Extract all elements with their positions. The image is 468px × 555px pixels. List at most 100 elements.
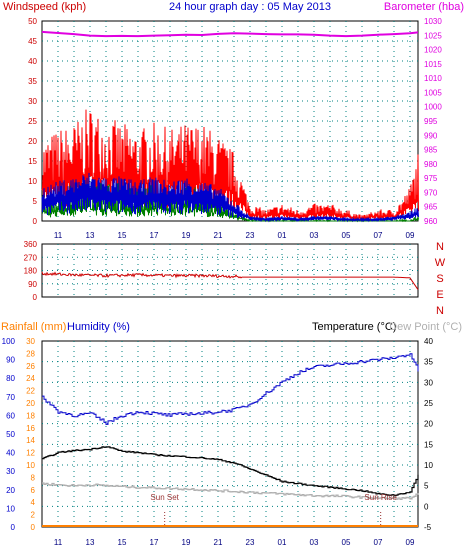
barometer-series [41, 30, 419, 38]
wind-y-tick-45: 45 [28, 37, 37, 46]
rain-y-tick-20: 20 [26, 399, 35, 408]
temp-x-tick-19: 19 [182, 538, 191, 547]
barometer-y-tick-965: 965 [424, 203, 438, 212]
barometer-y-tick-1005: 1005 [424, 88, 442, 97]
rain-y-tick-0: 0 [31, 523, 36, 532]
wind-y-tick-25: 25 [28, 117, 37, 126]
compass-label-4: N [436, 305, 444, 317]
wind-y-tick-5: 5 [33, 197, 38, 206]
temp-y-tick-20: 20 [424, 420, 433, 429]
compass-label-0: N [436, 241, 444, 253]
humidity-y-tick-0: 0 [11, 523, 16, 532]
compass-label-3: E [436, 289, 443, 301]
rain-y-tick-12: 12 [26, 449, 35, 458]
wind-y-tick-0: 0 [33, 217, 38, 226]
rain-y-tick-24: 24 [26, 374, 35, 383]
temp-y-tick-5: 5 [424, 482, 429, 491]
humidity-y-tick-100: 100 [2, 337, 16, 346]
direction-plot-frame [41, 243, 419, 298]
rain-y-tick-8: 8 [31, 473, 36, 482]
wind-x-tick-23: 23 [246, 231, 255, 240]
wind-y-tick-10: 10 [28, 177, 37, 186]
sun-annotation-1: Sun Rise [364, 493, 397, 502]
rain-y-tick-10: 10 [26, 461, 35, 470]
wind-x-tick-09: 09 [406, 231, 415, 240]
barometer-y-tick-995: 995 [424, 117, 438, 126]
barometer-y-tick-1015: 1015 [424, 60, 442, 69]
humidity-y-tick-60: 60 [6, 411, 15, 420]
temperature-series [42, 446, 419, 497]
wind-y-tick-40: 40 [28, 57, 37, 66]
wind-y-tick-20: 20 [28, 137, 37, 146]
temp-x-tick-07: 07 [374, 538, 383, 547]
wind-x-tick-21: 21 [214, 231, 223, 240]
barometer-y-tick-960: 960 [424, 217, 438, 226]
wind-x-tick-13: 13 [86, 231, 95, 240]
barometer-y-tick-1030: 1030 [424, 17, 442, 26]
barometer-y-tick-990: 990 [424, 131, 438, 140]
humidity-y-tick-70: 70 [6, 393, 15, 402]
temp-y-tick-35: 35 [424, 358, 433, 367]
humidity-y-tick-80: 80 [6, 374, 15, 383]
temp-y-tick--5: -5 [424, 523, 432, 532]
wind-x-tick-17: 17 [150, 231, 159, 240]
rain-y-tick-2: 2 [31, 511, 36, 520]
wind-x-tick-03: 03 [310, 231, 319, 240]
rain-y-tick-22: 22 [26, 387, 35, 396]
rain-y-tick-14: 14 [26, 436, 35, 445]
humidity-y-tick-30: 30 [6, 467, 15, 476]
temp-y-tick-30: 30 [424, 378, 433, 387]
humidity-y-tick-40: 40 [6, 449, 15, 458]
dew-point-series [42, 482, 419, 500]
temp-x-tick-01: 01 [278, 538, 287, 547]
dew-point-axis-title: Dew Point (°C) [389, 321, 462, 333]
humidity-y-tick-20: 20 [6, 486, 15, 495]
page-title: 24 hour graph day : 05 May 2013 [169, 1, 331, 13]
temp-x-tick-05: 05 [342, 538, 351, 547]
rain-y-tick-6: 6 [31, 486, 36, 495]
barometer-y-tick-975: 975 [424, 174, 438, 183]
wind-y-tick-30: 30 [28, 97, 37, 106]
wind-y-tick-15: 15 [28, 157, 37, 166]
wind-x-tick-01: 01 [278, 231, 287, 240]
temp-x-tick-11: 11 [54, 538, 63, 547]
wind-average-series [41, 172, 419, 223]
rain-y-tick-18: 18 [26, 411, 35, 420]
temp-x-tick-15: 15 [118, 538, 127, 547]
rain-y-tick-26: 26 [26, 362, 35, 371]
rain-y-tick-28: 28 [26, 349, 35, 358]
wind-x-tick-07: 07 [374, 231, 383, 240]
rain-y-tick-16: 16 [26, 424, 35, 433]
direction-y-tick-0: 0 [33, 293, 38, 302]
barometer-y-tick-1010: 1010 [424, 74, 442, 83]
humidity-y-tick-90: 90 [6, 356, 15, 365]
rainfall-axis-title: Rainfall (mm) [1, 321, 66, 333]
direction-y-tick-180: 180 [24, 267, 38, 276]
rain-y-tick-30: 30 [26, 337, 35, 346]
wind-y-tick-35: 35 [28, 77, 37, 86]
wind-x-tick-19: 19 [182, 231, 191, 240]
temp-x-tick-09: 09 [406, 538, 415, 547]
temperature-axis-title: Temperature (°C) [312, 321, 396, 333]
direction-series [41, 271, 419, 290]
direction-y-tick-270: 270 [24, 253, 38, 262]
barometer-y-tick-980: 980 [424, 160, 438, 169]
barometer-axis-title: Barometer (hba) [384, 1, 464, 13]
rain-y-tick-4: 4 [31, 498, 36, 507]
wind-y-tick-50: 50 [28, 17, 37, 26]
compass-label-1: W [435, 257, 446, 269]
wind-x-tick-11: 11 [54, 231, 63, 240]
temp-y-tick-10: 10 [424, 461, 433, 470]
barometer-y-tick-970: 970 [424, 188, 438, 197]
windspeed-axis-title: Windspeed (kph) [3, 1, 86, 13]
compass-label-2: S [436, 273, 443, 285]
barometer-y-tick-1000: 1000 [424, 103, 442, 112]
barometer-y-tick-1025: 1025 [424, 31, 442, 40]
direction-y-tick-90: 90 [28, 280, 37, 289]
barometer-y-tick-985: 985 [424, 146, 438, 155]
barometer-y-tick-1020: 1020 [424, 46, 442, 55]
temp-y-tick-25: 25 [424, 399, 433, 408]
temp-y-tick-40: 40 [424, 337, 433, 346]
humidity-y-tick-50: 50 [6, 430, 15, 439]
humidity-y-tick-10: 10 [6, 504, 15, 513]
